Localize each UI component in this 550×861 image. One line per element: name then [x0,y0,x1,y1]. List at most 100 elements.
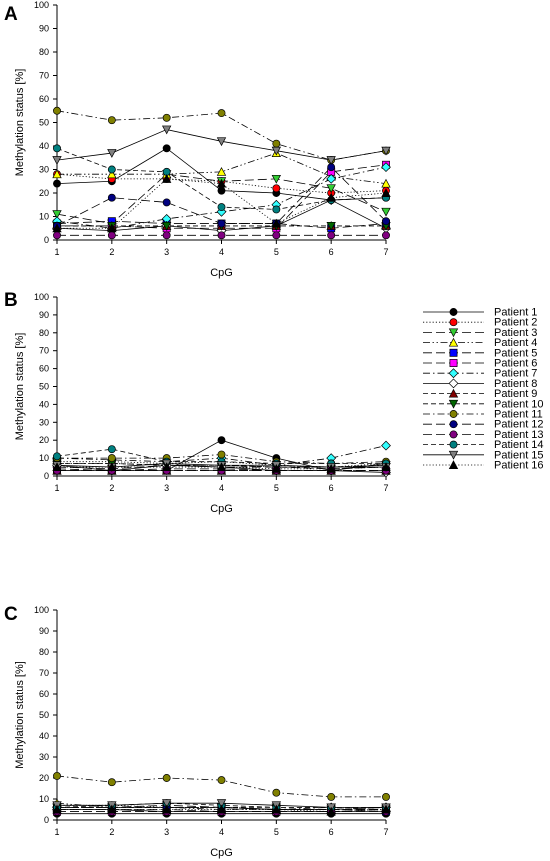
data-point [161,462,172,471]
x-tick-label: 4 [219,827,224,837]
data-point [52,804,62,814]
data-point [52,210,62,219]
y-tick-label: 50 [39,118,49,128]
legend-label: Patient 16 [494,460,544,472]
y-tick-label: 90 [39,626,49,636]
x-tick-label: 6 [329,247,334,257]
panel-letter: C [4,604,18,625]
data-point [326,192,336,202]
data-point [52,462,62,471]
data-point [381,188,391,197]
data-point [381,440,391,451]
legend-marker [449,430,458,439]
data-point [162,774,171,782]
legend-marker [448,328,459,338]
panel-a: A 0 10 20 30 40 50 60 70 80 90 100 1 2 3 4 5 6 7 CpG Methyla… [4,0,391,279]
data-point [161,799,172,809]
panel-c: C 0 10 20 30 40 50 60 70 80 90 100 1 2 3 4 5 6 7 CpG Methyla… [4,604,391,859]
y-tick-label: 70 [39,668,49,678]
legend-marker [449,420,458,429]
data-point [216,206,227,217]
data-point [327,792,336,801]
x-tick-label: 5 [274,247,279,257]
data-point [162,113,171,122]
data-point [161,125,172,135]
x-tick-label: 6 [329,483,334,493]
y-tick-label: 60 [39,364,49,374]
data-point [382,231,390,240]
data-point [107,804,117,814]
data-point [271,218,282,228]
y-tick-label: 80 [39,647,49,657]
data-point [107,445,116,454]
y-tick-label: 30 [39,752,49,762]
y-tick-label: 90 [39,24,49,34]
data-point [107,778,116,787]
y-tick-label: 100 [34,605,49,615]
series-line [56,110,387,161]
legend-label: Patient 14 [494,439,544,451]
x-tick-label: 4 [219,483,224,493]
x-tick-label: 6 [329,827,334,837]
data-point [52,223,62,233]
data-point [326,221,336,231]
legend-marker [448,388,459,398]
y-tick-label: 10 [39,212,49,222]
x-tick-label: 3 [164,247,169,257]
data-point [162,144,171,153]
data-point [53,771,61,780]
y-tick-label: 30 [39,417,49,427]
panel-letter: B [4,290,18,311]
x-tick-label: 3 [164,483,169,493]
data-point [216,167,227,176]
y-tick-label: 20 [39,435,49,445]
x-tick-label: 1 [54,827,59,837]
data-point [272,205,281,214]
legend-label: Patient 8 [494,378,537,390]
data-point [107,116,116,125]
data-point [381,178,391,188]
data-point [107,165,116,174]
legend-label: Patient 9 [494,388,537,400]
legend-label: Patient 4 [494,337,537,349]
legend-marker [449,308,458,316]
data-point [107,193,116,202]
data-point [217,186,226,195]
data-point [217,203,226,212]
legend-marker [448,460,459,469]
data-point [53,179,61,188]
y-tick-label: 0 [44,235,49,245]
legend-label: Patient 1 [494,307,537,319]
panel-letter: A [4,4,18,25]
x-tick-label: 7 [383,247,388,257]
data-point [217,109,226,118]
x-tick-label: 2 [109,827,114,837]
legend-label: Patient 10 [494,398,544,410]
data-point [381,162,391,173]
legend-marker [449,440,458,449]
x-tick-label: 4 [219,247,224,257]
legend-label: Patient 15 [494,449,544,461]
legend-marker [448,399,459,409]
data-point [107,169,117,179]
y-axis-label: Methylation status [%] [14,69,26,177]
data-point [326,184,336,194]
y-tick-label: 10 [39,453,49,463]
y-tick-label: 80 [39,328,49,338]
y-tick-label: 50 [39,382,49,392]
data-point [326,174,337,184]
y-tick-label: 70 [39,346,49,356]
data-point [107,454,116,463]
data-point [107,149,117,158]
data-point [53,231,61,240]
legend-label: Patient 3 [494,327,537,339]
data-point [272,231,281,240]
data-point [272,139,281,148]
data-point [216,178,227,188]
data-point [161,804,172,814]
data-point [381,146,391,156]
data-point [216,799,227,809]
data-point [216,137,227,147]
y-tick-label: 90 [39,310,49,320]
legend-label: Patient 7 [494,368,537,380]
